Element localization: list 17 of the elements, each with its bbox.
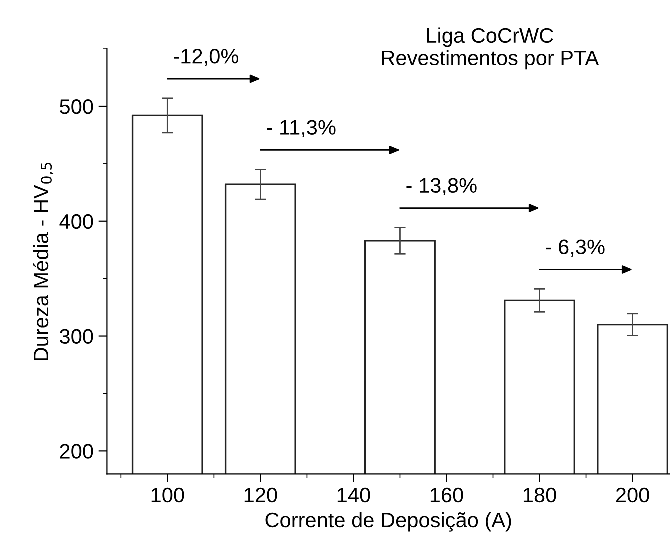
annotation: - 6,3% bbox=[546, 240, 605, 257]
x-tick-label: 140 bbox=[338, 488, 370, 503]
x-axis-title: Corrente de Deposição (A) bbox=[266, 512, 512, 532]
x-tick-label: 200 bbox=[616, 488, 650, 503]
annotation: - 13,8% bbox=[406, 178, 477, 196]
chart-title: Liga CoCrWC Revestimentos por PTA bbox=[382, 28, 600, 70]
y-axis-title: Dureza Média - HV$_{0,5}$ bbox=[33, 162, 54, 361]
annotation: -12,0% bbox=[174, 49, 238, 66]
y-tick-label: 400 bbox=[60, 214, 94, 230]
y-tick-label: 200 bbox=[60, 444, 94, 459]
y-tick-label: 500 bbox=[60, 99, 94, 114]
x-tick-label: 100 bbox=[152, 488, 184, 503]
x-tick-label: 160 bbox=[430, 488, 464, 503]
y-tick-label: 300 bbox=[60, 329, 94, 344]
annotation: - 11,3% bbox=[267, 120, 336, 138]
x-tick-label: 180 bbox=[524, 488, 556, 503]
x-tick-label: 120 bbox=[244, 488, 278, 503]
